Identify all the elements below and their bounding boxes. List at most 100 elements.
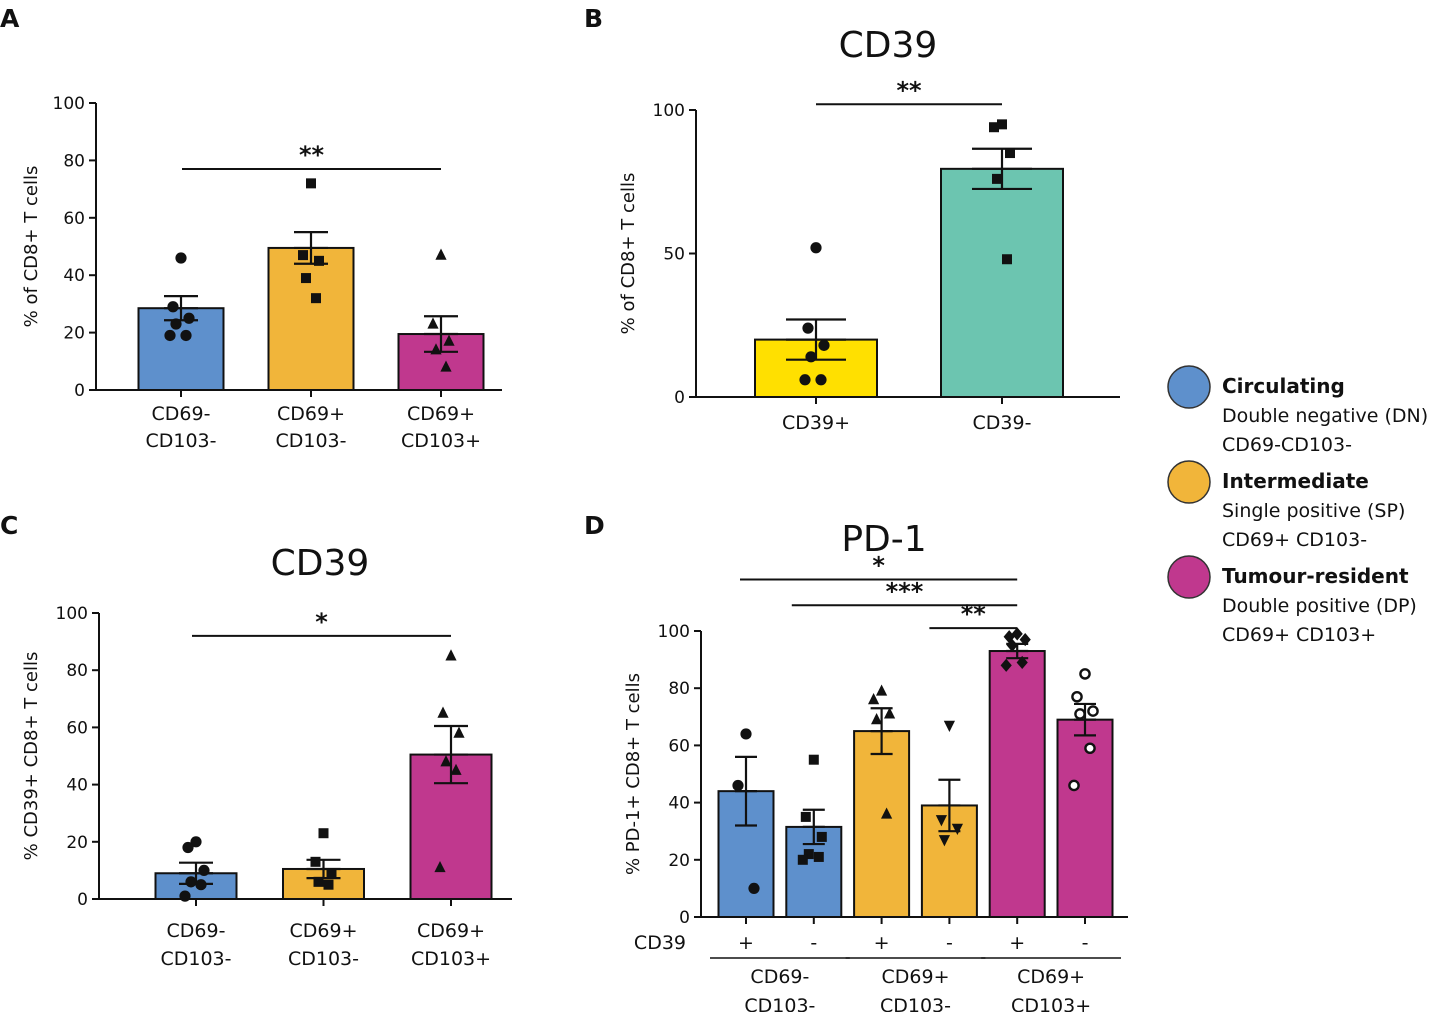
panel-d-data-point bbox=[803, 849, 814, 860]
panel-d-data-point bbox=[1074, 708, 1086, 720]
panel-c-data-point bbox=[440, 755, 452, 767]
panel-a-category-label: CD69+ bbox=[407, 403, 475, 425]
panel-c-y-tick-label: 60 bbox=[66, 718, 88, 738]
panel-a-y-axis-label: % of CD8+ T cells bbox=[21, 166, 42, 328]
panel-c-data-point bbox=[190, 836, 202, 848]
legend-markers-circulating: CD69-CD103- bbox=[1222, 434, 1352, 456]
panel-a-category-label: CD103+ bbox=[401, 430, 481, 452]
panel-d-data-point bbox=[935, 815, 947, 827]
panel-d-data-point bbox=[871, 713, 883, 725]
panel-d-data-point bbox=[938, 835, 950, 847]
panel-a-data-point bbox=[164, 329, 176, 342]
panel-d-data-point bbox=[1071, 690, 1083, 703]
panel-d-data-point bbox=[800, 811, 811, 822]
panel-d-sub-label: + bbox=[738, 932, 754, 954]
panel-a-category-label: CD69- bbox=[152, 403, 211, 425]
panel-c-data-point bbox=[318, 828, 329, 839]
panel-b-chart: CD39 0 50 100 % of CD8+ T cells CD39+ CD39- ** bbox=[618, 25, 1120, 434]
panel-d-sub-label: - bbox=[810, 932, 817, 954]
panel-label-c: C bbox=[0, 511, 18, 540]
panel-d-data-point bbox=[1068, 779, 1080, 792]
panel-a-y-tick-label: 80 bbox=[63, 151, 85, 171]
panel-c-data-point bbox=[313, 876, 324, 887]
panel-d-data-point bbox=[876, 684, 888, 696]
panel-a-data-point bbox=[183, 312, 195, 324]
legend-item-circulating: Circulating Double negative (DN) CD69-CD… bbox=[1167, 365, 1428, 456]
panel-d-data-point bbox=[1019, 632, 1031, 647]
panel-d-bar bbox=[717, 790, 775, 918]
panel-b-data-point bbox=[805, 351, 817, 363]
panel-d-chart: PD-1 0 20 40 60 80 100 % PD-1+ CD8+ T cells CD39… bbox=[623, 519, 1128, 1012]
panel-b-data-point bbox=[802, 322, 814, 334]
panel-d-y-tick-label: 80 bbox=[668, 679, 690, 699]
panel-d-data-point bbox=[797, 854, 808, 865]
panel-b-title: CD39 bbox=[839, 25, 938, 66]
panel-c-category-label: CD103- bbox=[288, 948, 359, 970]
panel-d-data-point bbox=[1011, 627, 1023, 641]
panel-b-data-point bbox=[1002, 254, 1012, 265]
panel-d-group-label: CD103- bbox=[744, 995, 815, 1012]
panel-d-y-axis-label: % PD-1+ CD8+ T cells bbox=[623, 673, 644, 875]
panel-c-category-label: CD69+ bbox=[417, 920, 485, 942]
panel-d-group-label: CD69+ bbox=[1017, 966, 1085, 988]
panel-a-y-tick-label: 20 bbox=[63, 324, 85, 344]
panel-label-d: D bbox=[584, 511, 605, 540]
panel-a-data-point bbox=[180, 329, 192, 342]
panel-c-data-point bbox=[434, 860, 446, 873]
panel-d-sub-label: - bbox=[946, 932, 953, 954]
panel-d-data-point bbox=[868, 693, 880, 705]
panel-c-data-point bbox=[185, 876, 197, 888]
panel-a-data-point bbox=[298, 250, 308, 261]
panel-c-data-point bbox=[326, 868, 337, 879]
panel-b-data-point bbox=[810, 242, 822, 254]
panel-a-y-tick-label: 60 bbox=[63, 209, 85, 229]
panel-d-data-point bbox=[881, 807, 893, 819]
panel-b-significance-label: ** bbox=[896, 76, 922, 104]
panel-d-data-point bbox=[951, 823, 963, 835]
legend: Circulating Double negative (DN) CD69-CD… bbox=[1167, 365, 1428, 646]
panel-d-y-tick-label: 20 bbox=[668, 851, 690, 871]
panel-d-y-tick-label: 0 bbox=[679, 908, 690, 928]
panel-b-y-tick-label: 0 bbox=[674, 388, 685, 408]
panel-d-data-point bbox=[816, 831, 827, 842]
panel-c-data-point bbox=[453, 726, 465, 738]
panel-c-y-axis-label: % CD39+ CD8+ T cells bbox=[21, 652, 42, 861]
legend-markers-intermediate: CD69+ CD103- bbox=[1222, 529, 1367, 551]
panel-d-data-point bbox=[1000, 658, 1012, 672]
panel-c-significance-label: * bbox=[315, 608, 328, 636]
legend-desc-circulating: Double negative (DN) bbox=[1222, 405, 1428, 427]
panel-d-data-point bbox=[748, 882, 760, 895]
panel-c-y-tick-label: 100 bbox=[56, 604, 88, 624]
panel-label-a: A bbox=[0, 4, 20, 33]
panel-d-significance-label: * bbox=[872, 552, 885, 580]
panel-d-data-point bbox=[1016, 655, 1028, 670]
panel-a-data-point bbox=[167, 301, 179, 313]
panel-c-y-tick-label: 80 bbox=[66, 661, 88, 681]
panel-a-data-point bbox=[314, 255, 324, 266]
panel-b-data-point bbox=[818, 339, 830, 351]
legend-markers-tumour-resident: CD69+ CD103+ bbox=[1222, 624, 1376, 646]
panel-b-category-label: CD39+ bbox=[782, 412, 850, 434]
panel-c-data-point bbox=[198, 864, 210, 877]
panel-a-data-point bbox=[301, 273, 311, 284]
panel-c-data-point bbox=[179, 890, 191, 902]
panel-c-data-point bbox=[310, 856, 321, 867]
panel-b-data-point bbox=[997, 119, 1007, 130]
panel-c-data-point bbox=[182, 841, 194, 854]
panel-a-data-point bbox=[311, 293, 321, 304]
panel-c-y-tick-label: 20 bbox=[66, 833, 88, 853]
panel-c-data-point bbox=[437, 706, 449, 718]
panel-d-group-label: CD103+ bbox=[1011, 995, 1091, 1012]
panel-b-y-axis-label: % of CD8+ T cells bbox=[618, 173, 639, 335]
panel-a-chart: 0 20 40 60 80 100 % of CD8+ T cells CD69- CD103-… bbox=[21, 94, 502, 452]
panel-a-y-tick-label: 100 bbox=[53, 94, 85, 114]
panel-b-data-point bbox=[989, 122, 999, 133]
panel-d-sub-label: + bbox=[874, 932, 890, 954]
panel-a-data-point bbox=[175, 252, 187, 264]
panel-b-y-tick-label: 100 bbox=[653, 101, 685, 121]
panel-c-y-tick-label: 0 bbox=[77, 890, 88, 910]
legend-item-tumour-resident: Tumour-resident Double positive (DP) CD6… bbox=[1167, 555, 1417, 646]
panel-a-data-point bbox=[427, 317, 439, 329]
panel-d-data-point bbox=[943, 720, 955, 732]
panel-d-group-label: CD69+ bbox=[882, 966, 950, 988]
